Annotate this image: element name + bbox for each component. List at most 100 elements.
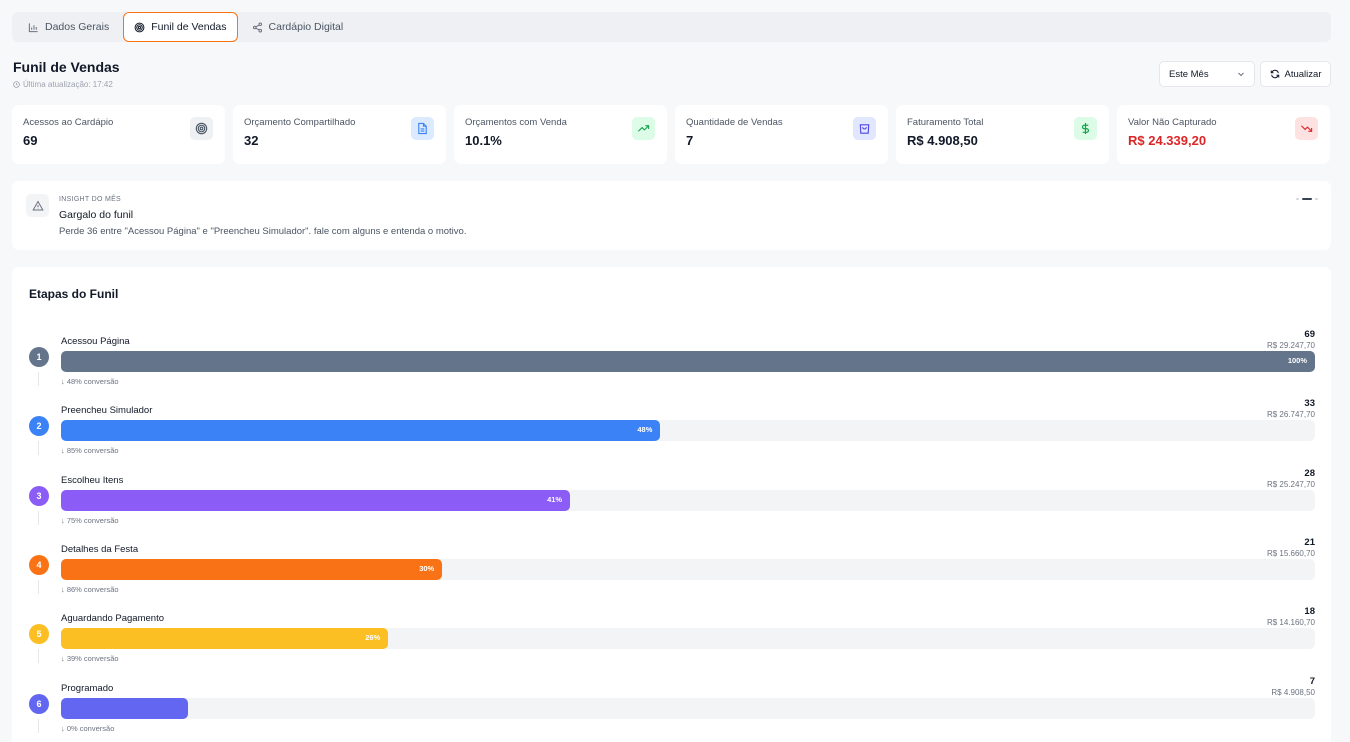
tab-funil-de-vendas[interactable]: Funil de Vendas	[123, 12, 238, 42]
carousel-dot-active[interactable]	[1302, 198, 1312, 200]
stage-name: Preencheu Simulador	[61, 405, 153, 417]
funnel-stage: 3 Escolheu Itens 28 R$ 25.247,70 41% ↓ 75% co…	[12, 468, 1331, 537]
stage-name: Acessou Página	[61, 336, 130, 347]
kpi-label: Faturamento Total	[907, 117, 984, 128]
period-select[interactable]: Este Mês	[1159, 61, 1255, 87]
stage-value: R$ 26.747,70	[1266, 410, 1315, 420]
kpi-label: Acessos ao Cardápio	[23, 117, 114, 128]
stage-bar-track: 26%	[61, 628, 1315, 650]
funnel-title: Etapas do Funil	[29, 287, 119, 301]
stage-bar-track: 41%	[61, 489, 1315, 511]
document-icon	[411, 117, 434, 140]
trending-up-icon	[632, 117, 655, 140]
period-value: Este Mês	[1169, 68, 1209, 80]
funnel-stage: 4 Detalhes da Festa 21 R$ 15.660,70 30% ↓ 86%…	[12, 537, 1331, 606]
stage-bar-track: 100%	[61, 351, 1315, 372]
dollar-icon	[1074, 117, 1097, 140]
kpi-cards: Acessos ao Cardápio 69 Orçamento Compart…	[12, 105, 1330, 164]
trending-down-icon	[1295, 117, 1318, 140]
stage-count: 69	[1304, 329, 1315, 340]
stage-value: R$ 14.160,70	[1266, 618, 1315, 628]
stage-count: 21	[1304, 536, 1315, 548]
kpi-label: Orçamentos com Venda	[465, 117, 567, 128]
funnel-stage: 5 Aguardando Pagamento 18 R$ 14.160,70 26% ↓ …	[12, 606, 1331, 675]
stage-value: R$ 4.908,50	[1271, 687, 1315, 697]
stage-count: 28	[1304, 467, 1315, 479]
stage-name: Escolheu Itens	[61, 474, 124, 486]
clock-icon	[13, 81, 20, 88]
kpi-value: 32	[244, 133, 259, 148]
kpi-card-nao-capturado: Valor Não Capturado R$ 24.339,20	[1117, 105, 1330, 164]
shopping-bag-icon	[853, 117, 876, 140]
stage-bar: 100%	[61, 351, 1315, 372]
kpi-card-faturamento: Faturamento Total R$ 4.908,50	[896, 105, 1109, 164]
stage-bar-track: 30%	[61, 558, 1315, 580]
insight-text: Perde 36 entre "Acessou Página" e "Preen…	[59, 226, 467, 237]
funnel-card: Etapas do Funil 1 Acessou Página 69 R$ 29.2…	[12, 267, 1331, 742]
stage-conversion: ↓ 48% conversão	[61, 377, 119, 386]
stage-percent: 100%	[1287, 356, 1307, 365]
bar-chart-icon	[28, 22, 38, 32]
stage-bar: 30%	[61, 558, 443, 580]
page-title: Funil de Vendas	[13, 59, 120, 75]
stage-number: 6	[29, 693, 49, 714]
stage-number: 4	[29, 554, 49, 575]
stage-conversion: ↓ 86% conversão	[61, 584, 119, 594]
insight-card: INSIGHT DO MÊS Gargalo do funil Perde 36…	[12, 181, 1331, 250]
last-updated-text: Última atualização: 17:42	[23, 80, 113, 89]
stage-connector	[38, 649, 39, 664]
tab-label: Cardápio Digital	[268, 21, 344, 33]
stage-connector	[38, 441, 39, 456]
insight-kicker: INSIGHT DO MÊS	[59, 196, 122, 203]
carousel-dots[interactable]	[1296, 198, 1318, 200]
stage-value: R$ 15.660,70	[1266, 548, 1315, 558]
refresh-icon	[1270, 69, 1279, 79]
stage-value: R$ 25.247,70	[1266, 479, 1315, 489]
last-updated: Última atualização: 17:42	[13, 80, 113, 89]
stage-name: Detalhes da Festa	[61, 543, 139, 555]
stage-value: R$ 29.247,70	[1266, 341, 1315, 350]
kpi-card-acessos: Acessos ao Cardápio 69	[12, 105, 225, 164]
tab-label: Funil de Vendas	[151, 21, 227, 33]
tab-cardapio-digital[interactable]: Cardápio Digital	[242, 14, 354, 40]
funnel-stage: 2 Preencheu Simulador 33 R$ 26.747,70 48% ↓ 8…	[12, 398, 1331, 467]
kpi-label: Orçamento Compartilhado	[244, 117, 356, 128]
kpi-label: Valor Não Capturado	[1128, 117, 1217, 128]
stage-percent: 48%	[637, 425, 653, 435]
target-icon	[134, 22, 145, 32]
tab-dados-gerais[interactable]: Dados Gerais	[18, 14, 119, 40]
chevron-down-icon	[1238, 72, 1244, 77]
stage-number: 5	[29, 624, 49, 645]
carousel-dot[interactable]	[1315, 198, 1318, 200]
stage-bar: 26%	[61, 628, 389, 650]
kpi-value: 10.1%	[465, 133, 502, 148]
stage-bar-track	[61, 697, 1315, 719]
kpi-card-orcamento: Orçamento Compartilhado 32	[233, 105, 446, 164]
stage-percent: 41%	[547, 494, 563, 504]
kpi-card-orcamentos-venda: Orçamentos com Venda 10.1%	[454, 105, 667, 164]
stage-connector	[38, 579, 39, 594]
stage-number: 2	[29, 416, 49, 437]
carousel-dot[interactable]	[1296, 198, 1299, 200]
kpi-value: 7	[686, 133, 694, 148]
stage-number: 1	[29, 347, 49, 367]
kpi-value: R$ 24.339,20	[1128, 133, 1207, 148]
stage-bar: 41%	[61, 489, 571, 511]
stage-conversion: ↓ 39% conversão	[61, 654, 119, 664]
tab-bar: Dados Gerais Funil de Vendas Cardápio Di…	[12, 12, 1331, 42]
stage-bar-track: 48%	[61, 420, 1315, 442]
stage-bar	[61, 697, 188, 719]
stage-connector	[38, 510, 39, 525]
funnel-stage: 6 Programado 7 R$ 4.908,50 ↓ 0% conversão	[12, 676, 1331, 742]
stage-name: Programado	[61, 682, 114, 694]
stage-count: 18	[1304, 606, 1315, 618]
stage-conversion: ↓ 85% conversão	[61, 446, 119, 456]
stage-conversion: ↓ 0% conversão	[61, 723, 115, 733]
stage-count: 7	[1309, 675, 1315, 687]
insight-title: Gargalo do funil	[59, 209, 134, 221]
stage-percent: 30%	[419, 563, 435, 573]
refresh-button[interactable]: Atualizar	[1260, 61, 1331, 87]
kpi-label: Quantidade de Vendas	[686, 117, 783, 128]
kpi-value: 69	[23, 133, 38, 148]
warning-icon	[26, 194, 49, 217]
